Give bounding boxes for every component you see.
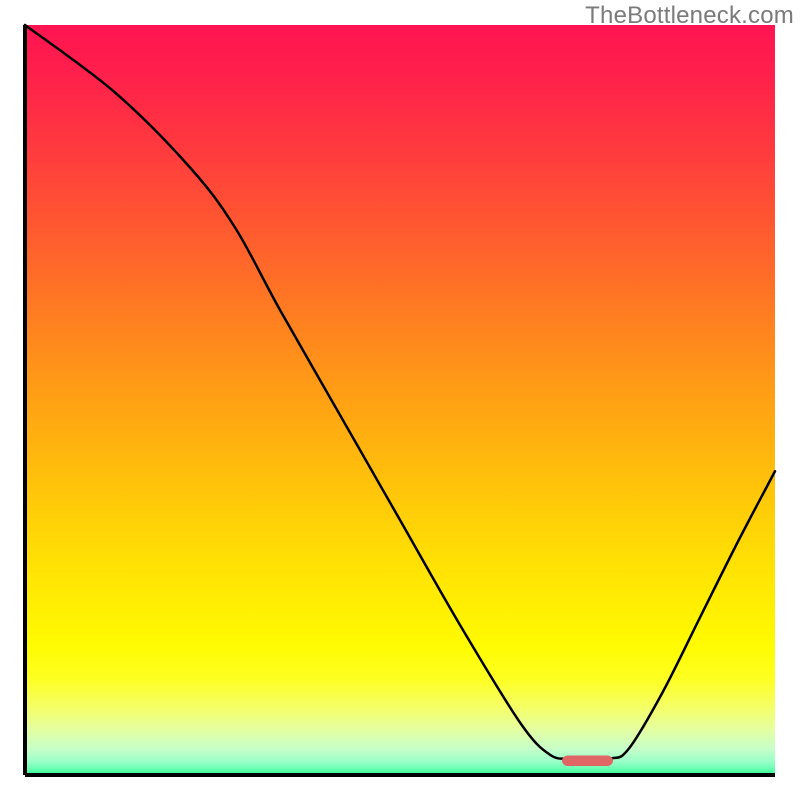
chart-svg [0, 0, 800, 800]
optimal-marker [562, 756, 613, 767]
bottleneck-chart: TheBottleneck.com [0, 0, 800, 800]
watermark-text: TheBottleneck.com [585, 2, 794, 30]
plot-background [25, 25, 775, 775]
